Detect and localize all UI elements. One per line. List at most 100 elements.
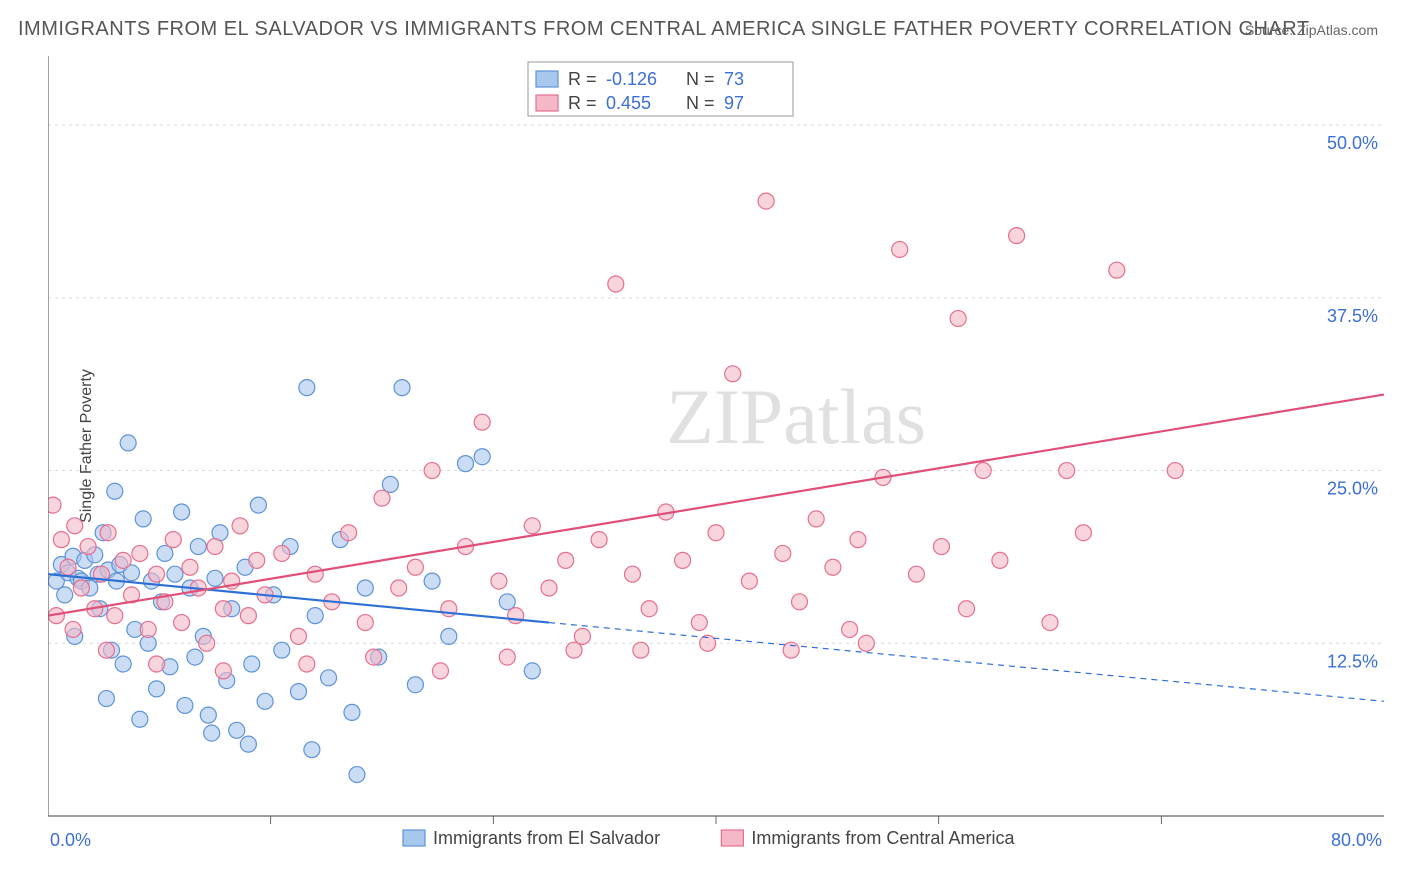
data-point: [558, 552, 574, 568]
data-point: [107, 608, 123, 624]
trend-line-extrapolated: [549, 623, 1384, 702]
data-point: [207, 539, 223, 555]
data-point: [182, 559, 198, 575]
data-point: [344, 704, 360, 720]
data-point: [115, 552, 131, 568]
data-point: [574, 628, 590, 644]
legend-r-value: 0.455: [606, 93, 651, 113]
data-point: [524, 518, 540, 534]
data-point: [374, 490, 390, 506]
data-point: [424, 573, 440, 589]
data-point: [135, 511, 151, 527]
data-point: [1059, 463, 1075, 479]
data-point: [307, 566, 323, 582]
data-point: [950, 311, 966, 327]
watermark: ZIPatlas: [666, 373, 926, 460]
data-point: [257, 693, 273, 709]
data-point: [758, 193, 774, 209]
data-point: [908, 566, 924, 582]
data-point: [65, 621, 81, 637]
data-point: [60, 559, 76, 575]
y-tick-label: 50.0%: [1327, 133, 1378, 153]
legend-swatch: [536, 71, 558, 87]
data-point: [1042, 615, 1058, 631]
data-point: [566, 642, 582, 658]
data-point: [165, 532, 181, 548]
data-point: [499, 594, 515, 610]
data-point: [349, 767, 365, 783]
data-point: [424, 463, 440, 479]
data-point: [321, 670, 337, 686]
data-point: [240, 608, 256, 624]
chart-svg: 12.5%25.0%37.5%50.0%ZIPatlas0.0%80.0%R =…: [48, 56, 1384, 856]
scatter-chart: 12.5%25.0%37.5%50.0%ZIPatlas0.0%80.0%R =…: [48, 56, 1384, 856]
data-point: [341, 525, 357, 541]
y-tick-label: 25.0%: [1327, 479, 1378, 499]
data-point: [641, 601, 657, 617]
data-point: [187, 649, 203, 665]
data-point: [249, 552, 265, 568]
data-point: [149, 566, 165, 582]
data-point: [391, 580, 407, 596]
data-point: [458, 456, 474, 472]
data-point: [132, 545, 148, 561]
data-point: [291, 628, 307, 644]
data-point: [67, 518, 83, 534]
data-point: [382, 476, 398, 492]
data-point: [691, 615, 707, 631]
x-tick-label: 80.0%: [1331, 830, 1382, 850]
data-point: [474, 414, 490, 430]
legend-series-label: Immigrants from El Salvador: [433, 828, 660, 848]
data-point: [741, 573, 757, 589]
legend-n-label: N =: [686, 69, 715, 89]
data-point: [366, 649, 382, 665]
data-point: [491, 573, 507, 589]
data-point: [1075, 525, 1091, 541]
data-point: [407, 677, 423, 693]
data-point: [394, 380, 410, 396]
data-point: [299, 656, 315, 672]
data-point: [98, 691, 114, 707]
data-point: [541, 580, 557, 596]
data-point: [190, 539, 206, 555]
data-point: [229, 722, 245, 738]
data-point: [675, 552, 691, 568]
source-label: Source: ZipAtlas.com: [1245, 22, 1378, 38]
data-point: [725, 366, 741, 382]
data-point: [232, 518, 248, 534]
data-point: [48, 497, 61, 513]
data-point: [842, 621, 858, 637]
legend-n-value: 97: [724, 93, 744, 113]
data-point: [708, 525, 724, 541]
legend-r-label: R =: [568, 69, 597, 89]
data-point: [215, 663, 231, 679]
data-point: [441, 628, 457, 644]
data-point: [115, 656, 131, 672]
data-point: [291, 684, 307, 700]
legend-r-value: -0.126: [606, 69, 657, 89]
data-point: [274, 642, 290, 658]
x-tick-label: 0.0%: [50, 830, 91, 850]
data-point: [307, 608, 323, 624]
legend-swatch: [536, 95, 558, 111]
data-point: [120, 435, 136, 451]
data-point: [204, 725, 220, 741]
data-point: [250, 497, 266, 513]
data-point: [140, 621, 156, 637]
data-point: [474, 449, 490, 465]
data-point: [174, 504, 190, 520]
legend-series-label: Immigrants from Central America: [751, 828, 1015, 848]
data-point: [149, 656, 165, 672]
data-point: [633, 642, 649, 658]
data-point: [53, 532, 69, 548]
data-point: [207, 570, 223, 586]
data-point: [783, 642, 799, 658]
data-point: [775, 545, 791, 561]
data-point: [244, 656, 260, 672]
data-point: [959, 601, 975, 617]
data-point: [98, 642, 114, 658]
chart-title: IMMIGRANTS FROM EL SALVADOR VS IMMIGRANT…: [18, 18, 1310, 41]
data-point: [174, 615, 190, 631]
data-point: [199, 635, 215, 651]
data-point: [157, 545, 173, 561]
